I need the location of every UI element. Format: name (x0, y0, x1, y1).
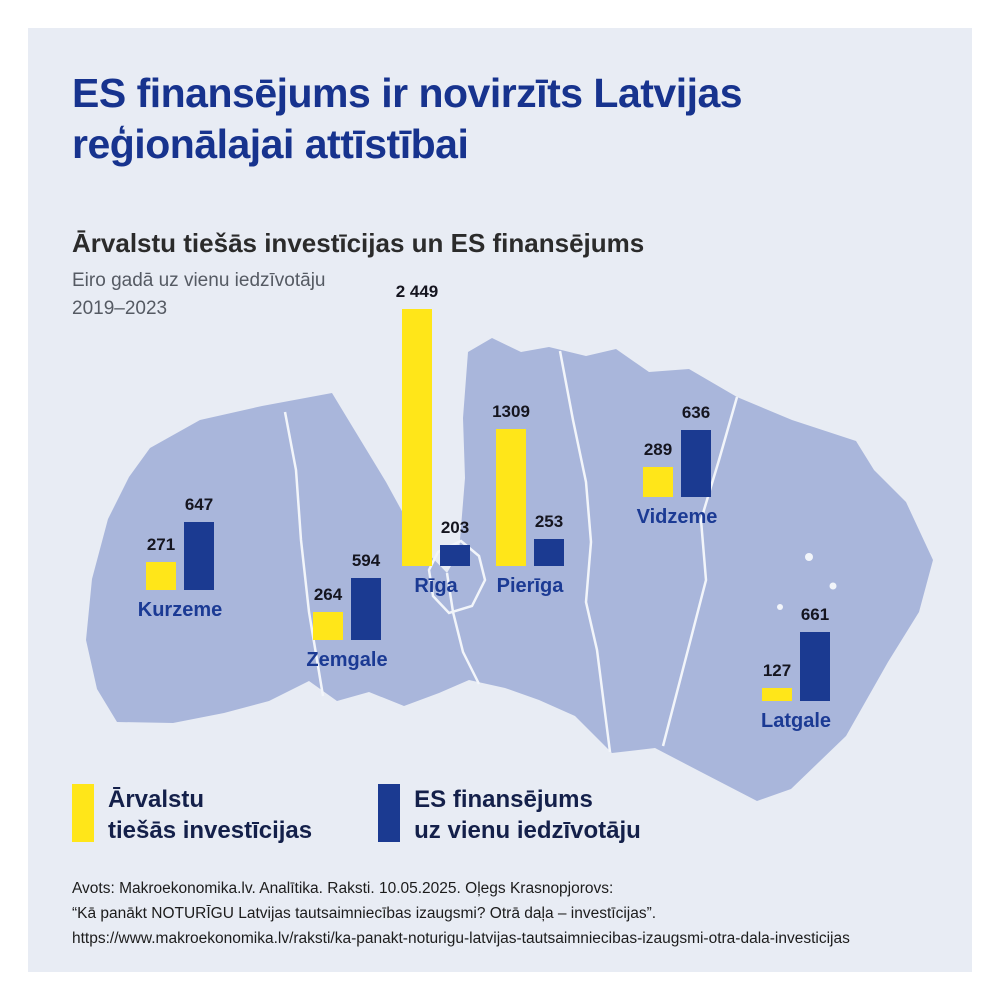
source-line-2: “Kā panākt NOTURĪGU Latvijas tautsaimnie… (72, 905, 657, 922)
chart-subtitle: Ārvalstu tiešās investīcijas un ES finan… (72, 228, 645, 258)
region-label: Zemgale (306, 649, 388, 671)
legend-item-eu: ES finansējums uz vienu iedzīvotāju (378, 784, 641, 846)
eu-bar (681, 430, 711, 497)
source-line-1: Avots: Makroekonomika.lv. Analītika. Rak… (72, 880, 614, 897)
eu-bar (351, 577, 381, 640)
fdi-bar (313, 612, 343, 640)
legend-label-line: Ārvalstu (108, 786, 205, 813)
legend-label-fdi: Ārvalstu tiešās investīcijas (108, 784, 312, 846)
fdi-swatch (72, 784, 94, 842)
eu-swatch (378, 784, 401, 842)
eu-bar (440, 544, 470, 566)
fdi-bar (146, 561, 176, 590)
legend: Ārvalstu tiešās investīcijas ES finansēj… (72, 784, 641, 846)
fdi-bar (496, 428, 526, 566)
legend-label-line: ES finansējums (414, 786, 593, 813)
region-label: Latgale (760, 710, 832, 732)
source-note: Avots: Makroekonomika.lv. Analītika. Rak… (72, 876, 952, 951)
fdi-value-label: 127 (762, 660, 792, 680)
region-label: Kurzeme (137, 599, 223, 621)
eu-bar (534, 539, 564, 566)
lakes (777, 553, 837, 610)
fdi-bar (762, 687, 792, 701)
region-label: Rīga (414, 575, 458, 597)
fdi-bar (402, 308, 432, 566)
eu-bar (800, 631, 830, 701)
eu-value-label: 647 (184, 495, 214, 515)
page-title: ES finansējums ir novirzīts Latvijas reģ… (72, 70, 743, 168)
eu-value-label: 203 (440, 517, 470, 537)
eu-bar (184, 522, 214, 590)
unit-note: Eiro gadā uz vienu iedzīvotāju (72, 270, 326, 291)
fdi-value-label: 271 (146, 534, 176, 554)
eu-value-label: 253 (534, 512, 564, 532)
eu-value-label: 661 (800, 604, 830, 624)
fdi-value-label: 289 (643, 439, 673, 459)
region-label: Pierīga (496, 575, 564, 597)
legend-item-fdi: Ārvalstu tiešās investīcijas (72, 784, 312, 846)
eu-value-label: 594 (351, 550, 381, 570)
legend-label-line: tiešās investīcijas (108, 817, 313, 844)
period-label: 2019–2023 (72, 298, 168, 319)
eu-value-label: 636 (681, 403, 711, 423)
fdi-value-label: 1309 (492, 401, 530, 421)
fdi-value-label: 264 (313, 585, 343, 605)
source-url: https://www.makroekonomika.lv/raksti/ka-… (72, 930, 850, 947)
legend-label-line: uz vienu iedzīvotāju (414, 817, 641, 844)
legend-label-eu: ES finansējums uz vienu iedzīvotāju (414, 784, 641, 846)
fdi-value-label: 2 449 (395, 281, 439, 301)
region-label: Vidzeme (636, 506, 718, 528)
fdi-bar (643, 466, 673, 497)
